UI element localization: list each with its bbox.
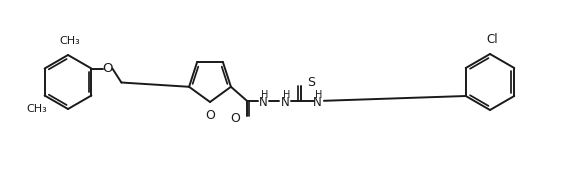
Text: O: O xyxy=(102,62,113,75)
Text: O: O xyxy=(230,112,240,125)
Text: O: O xyxy=(205,109,215,122)
Text: N: N xyxy=(259,96,267,109)
Text: S: S xyxy=(307,76,315,89)
Text: H: H xyxy=(316,90,322,100)
Text: N: N xyxy=(281,96,289,109)
Text: CH₃: CH₃ xyxy=(26,105,47,115)
Text: Cl: Cl xyxy=(486,33,498,46)
Text: N: N xyxy=(313,96,321,109)
Text: CH₃: CH₃ xyxy=(60,36,81,46)
Text: H: H xyxy=(283,90,291,100)
Text: H: H xyxy=(261,90,269,100)
